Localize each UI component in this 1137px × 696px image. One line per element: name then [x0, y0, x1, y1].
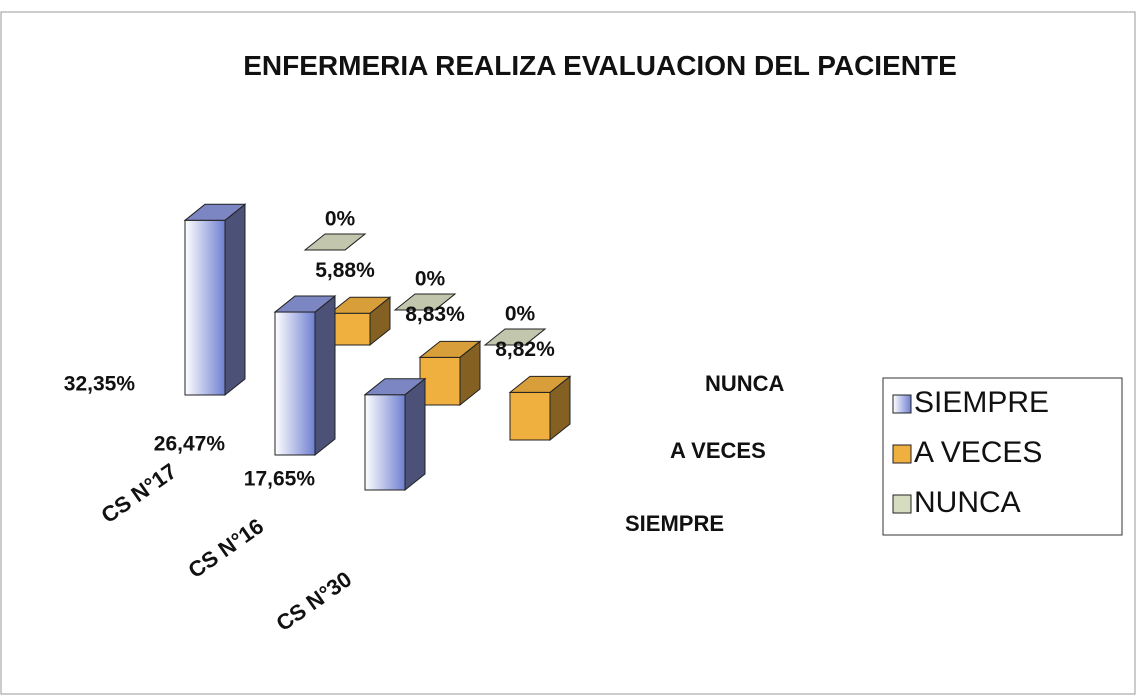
value-label: 32,35%: [64, 373, 136, 396]
bar-top: [328, 296, 392, 314]
value-label: 0%: [505, 303, 536, 326]
value-label: 26,47%: [154, 433, 226, 456]
legend-box: [882, 377, 1123, 536]
bar-front: [364, 394, 406, 491]
legend-swatch: [892, 394, 912, 414]
bar-front: [274, 311, 316, 456]
bar-top: [508, 375, 572, 393]
bar-top: [303, 233, 367, 251]
bar-top: [418, 340, 482, 358]
legend-label: SIEMPRE: [914, 386, 1049, 419]
value-label: 0%: [325, 208, 356, 231]
legend-swatch: [892, 494, 912, 514]
category-label: CS N°16: [184, 513, 269, 583]
chart-border: [0, 11, 1136, 695]
value-label: 17,65%: [244, 468, 316, 491]
series-axis-label: SIEMPRE: [625, 511, 724, 536]
bar-top: [273, 295, 337, 313]
chart-title: ENFERMERIA REALIZA EVALUACION DEL PACIEN…: [243, 50, 957, 81]
bar-front: [329, 312, 371, 346]
bar-front: [184, 219, 226, 396]
bar-side: [224, 203, 246, 397]
legend-label: A VECES: [914, 436, 1042, 469]
value-label: 0%: [415, 268, 446, 291]
bar-front: [509, 391, 551, 441]
category-label: CS N°30: [272, 566, 357, 636]
bar-top: [483, 328, 547, 346]
bar-top: [183, 203, 247, 221]
legend-swatch: [892, 444, 912, 464]
series-axis-label: NUNCA: [705, 371, 785, 396]
bar-side: [314, 295, 336, 457]
bar-top: [393, 293, 457, 311]
legend-label: NUNCA: [914, 486, 1021, 519]
category-label: CS N°17: [97, 458, 182, 528]
bar-top: [363, 378, 427, 396]
bar-front: [419, 356, 461, 406]
value-label: 8,83%: [405, 303, 465, 326]
value-label: 8,82%: [495, 338, 555, 361]
series-axis-label: A VECES: [670, 438, 766, 463]
bar-side: [404, 377, 426, 492]
value-label: 5,88%: [315, 259, 375, 282]
